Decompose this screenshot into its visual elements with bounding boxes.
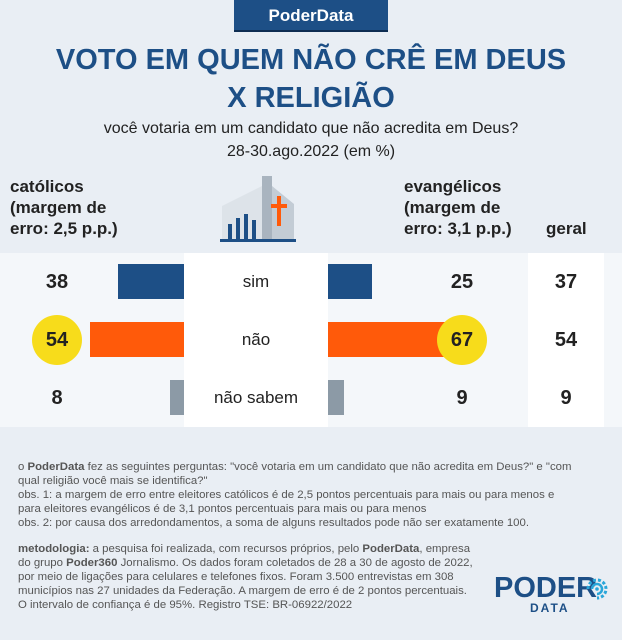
category-label: sim xyxy=(184,253,328,311)
evangelicos-value: 67 xyxy=(450,329,474,351)
notes-block: o PoderData fez as seguintes perguntas: … xyxy=(18,460,578,530)
logo-radar-icon xyxy=(586,578,608,600)
bar-evangelicos xyxy=(328,380,344,415)
highlight-circle xyxy=(437,315,487,365)
header-line: (margem de xyxy=(404,198,501,217)
header-line: evangélicos xyxy=(404,177,502,196)
header-line: católicos xyxy=(10,177,84,196)
highlight-circle xyxy=(32,315,82,365)
chart-subtitle: você votaria em um candidato que não acr… xyxy=(103,120,519,137)
evangelicos-value: 25 xyxy=(450,271,474,293)
column-header-geral: geral xyxy=(546,219,587,238)
note-obs1: obs. 1: a margem de erro entre eleitores… xyxy=(18,489,555,515)
bar-catolicos xyxy=(89,322,184,357)
logo-poder-text: PODER xyxy=(494,572,598,604)
bar-evangelicos xyxy=(328,322,446,357)
header-line: erro: 3,1 p.p.) xyxy=(404,219,512,238)
catolicos-value: 54 xyxy=(45,329,69,351)
church-icon xyxy=(220,176,296,242)
catolicos-value: 8 xyxy=(51,387,63,409)
brand-badge: PoderData xyxy=(234,0,388,32)
chart-date: 28-30.ago.2022 (em %) xyxy=(226,143,396,160)
column-header-catolicos: católicos (margem de erro: 2,5 p.p.) xyxy=(10,176,118,239)
chart-title-line2: X RELIGIÃO xyxy=(227,82,395,114)
methodology-block: metodologia: a pesquisa foi realizada, c… xyxy=(18,543,473,611)
note-obs2: obs. 2: por causa dos arredondamentos, a… xyxy=(18,517,530,529)
note-questions: o PoderData fez as seguintes perguntas: … xyxy=(18,461,572,487)
poderdata-logo: PODER DATA xyxy=(494,572,597,615)
bar-catolicos xyxy=(170,380,184,415)
catolicos-value: 38 xyxy=(45,271,69,293)
bar-evangelicos xyxy=(328,264,372,299)
chart-title-line1: VOTO EM QUEM NÃO CRÊ EM DEUS xyxy=(55,44,567,76)
header-line: erro: 2,5 p.p.) xyxy=(10,219,118,238)
bar-catolicos xyxy=(117,264,184,299)
category-label: não xyxy=(184,311,328,369)
geral-value: 37 xyxy=(528,253,604,311)
column-header-evangelicos: evangélicos (margem de erro: 3,1 p.p.) xyxy=(404,176,512,239)
evangelicos-value: 9 xyxy=(456,387,468,409)
header-line: (margem de xyxy=(10,198,107,217)
geral-value: 9 xyxy=(528,369,604,427)
geral-value: 54 xyxy=(528,311,604,369)
category-label: não sabem xyxy=(184,369,328,427)
logo-data-text: DATA xyxy=(530,601,570,615)
